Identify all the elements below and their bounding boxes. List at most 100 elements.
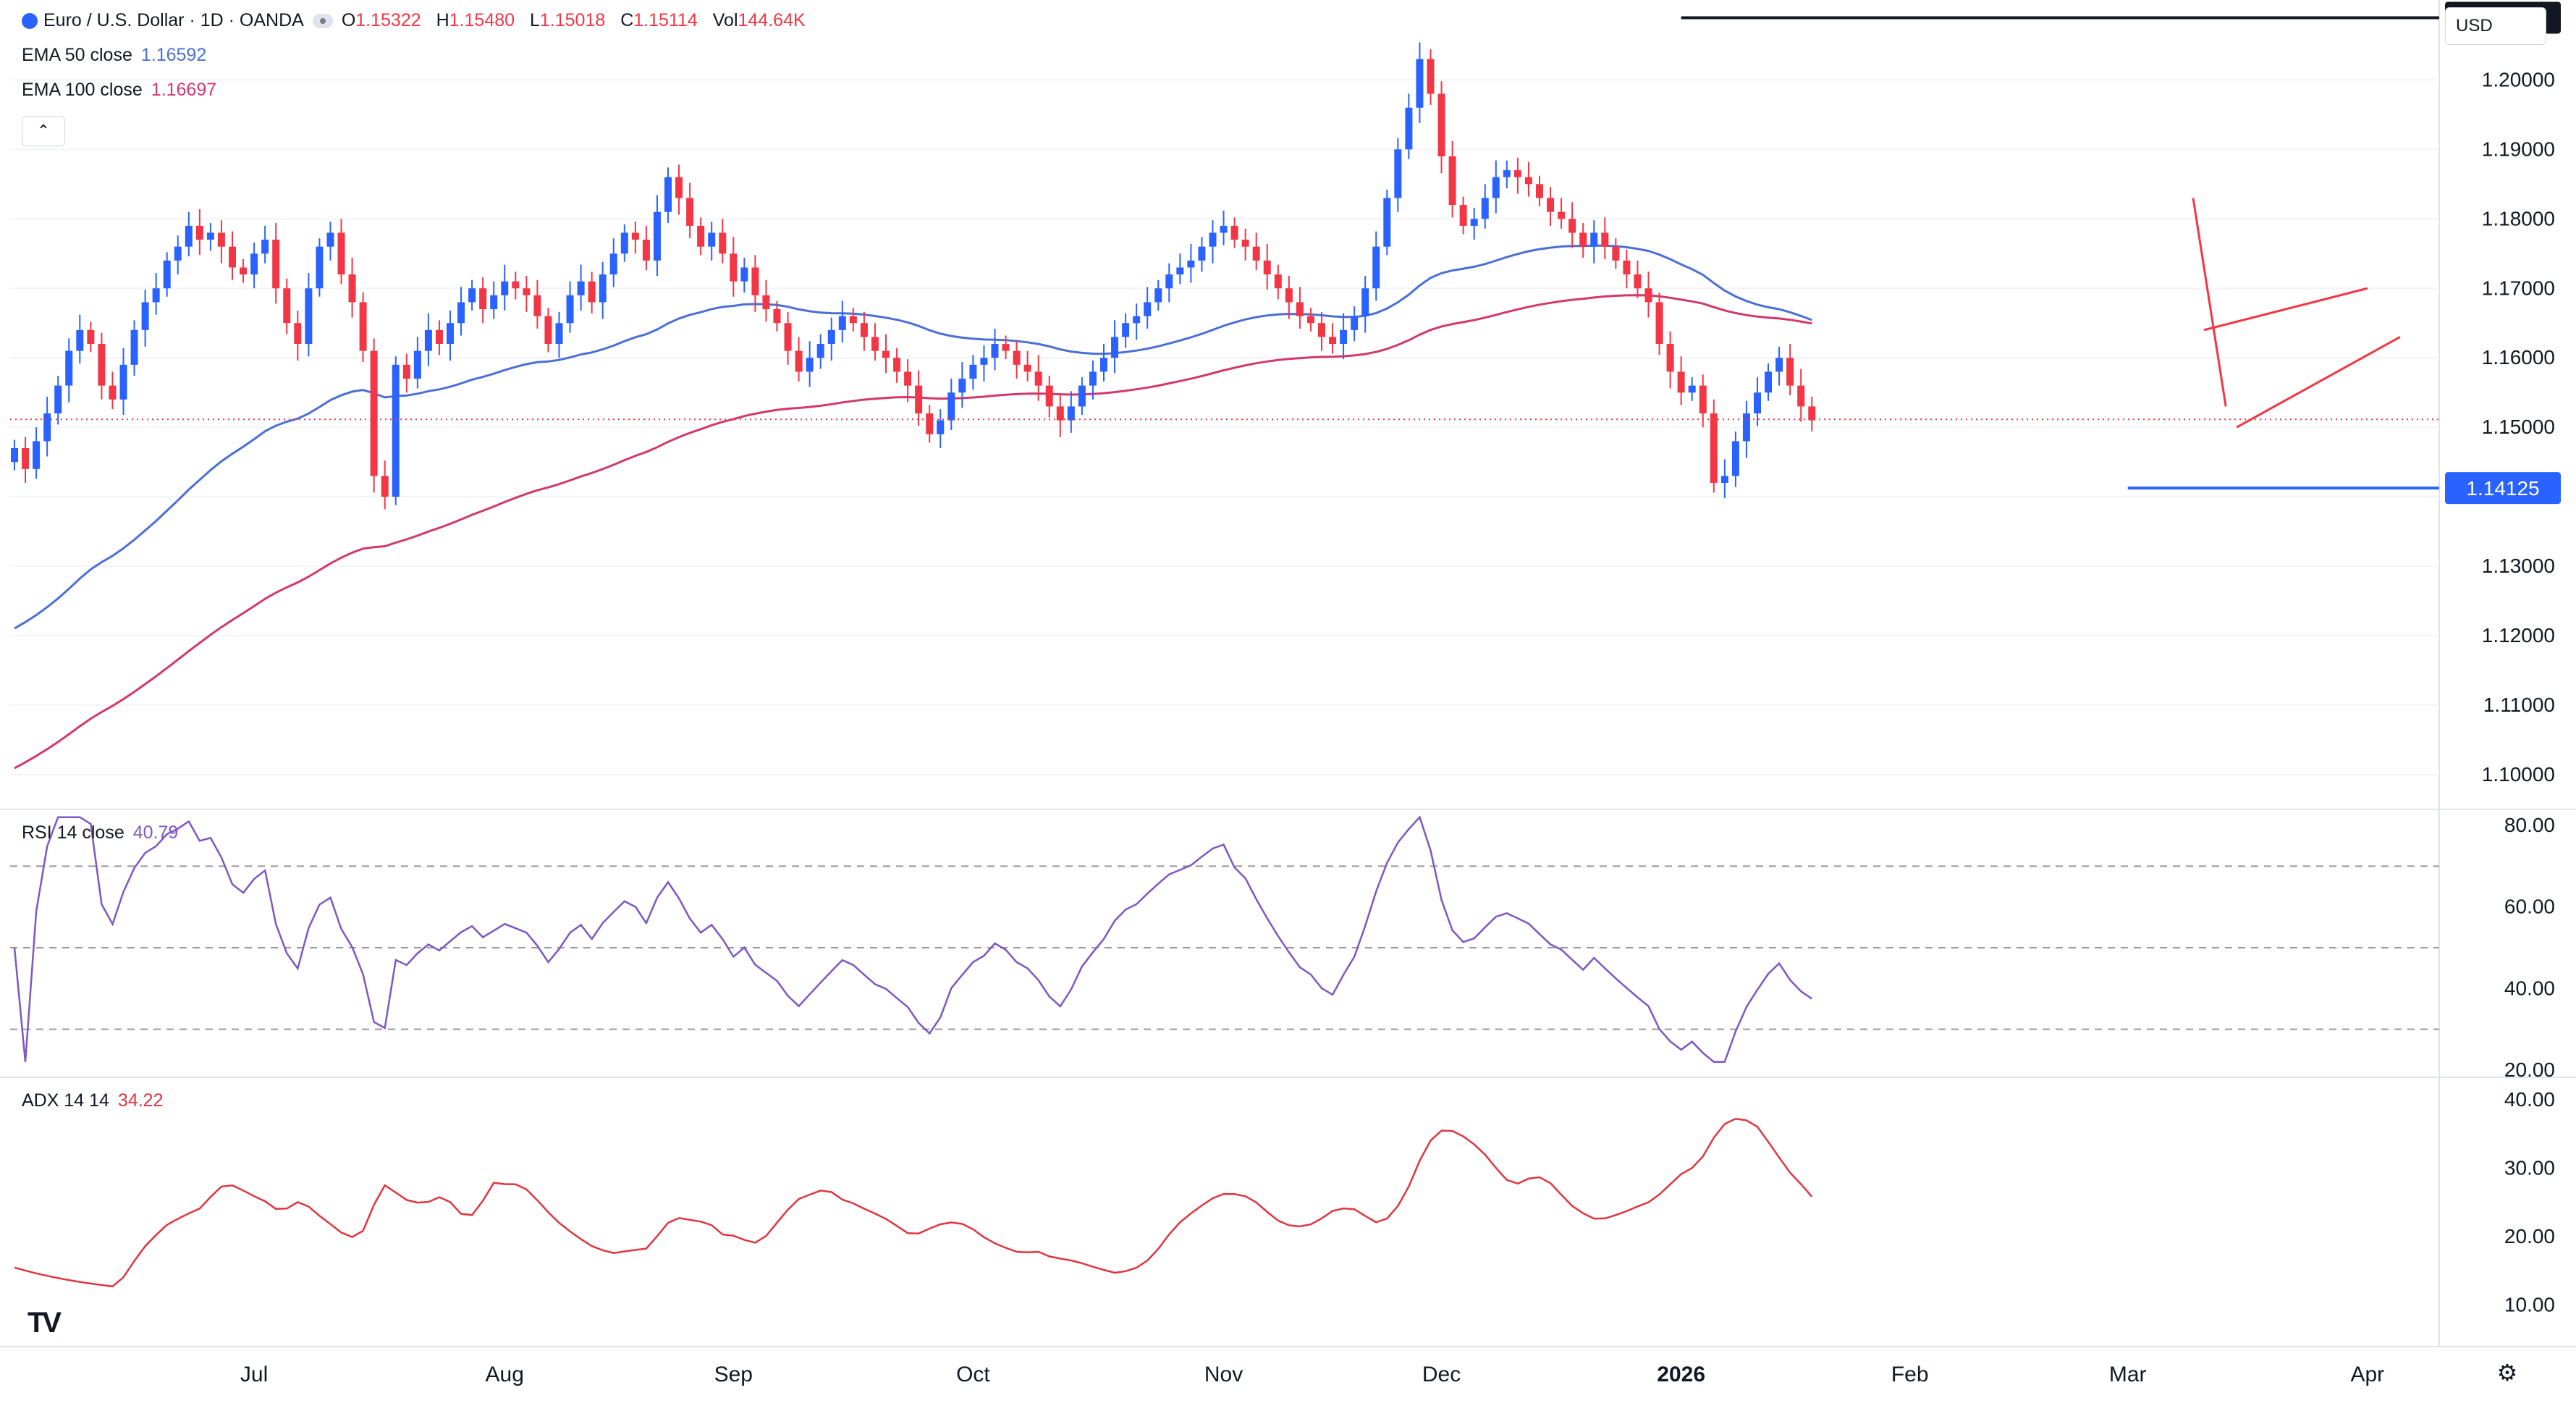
candle-body [838,316,846,330]
ema50-legend[interactable]: EMA 50 close 1.16592 [22,45,206,66]
symbol-title[interactable]: Euro / U.S. Dollar · 1D · OANDA [43,10,304,30]
candle-body [43,413,51,442]
candle-body [381,476,389,497]
candle-body [305,288,313,345]
adx-line [14,1118,1813,1288]
candle-body [599,274,607,303]
candle-body [1340,329,1348,345]
candle-body [1492,177,1500,198]
candle-body [566,295,574,324]
candle-body [1742,413,1750,442]
candle-body [1416,59,1424,108]
candle-body [773,309,781,324]
candle-body [1056,406,1064,421]
candle-body [392,364,400,497]
candle-body [642,240,650,261]
candle-body [11,447,18,463]
time-tick-label: Mar [2109,1363,2147,1386]
candle-body [860,323,868,337]
candle-body [1351,316,1359,330]
collapse-legend-button[interactable]: ⌃ [22,116,65,146]
candle-body [1524,177,1532,185]
candle-body [609,253,617,275]
candle-body [1285,288,1293,303]
candle-body [1568,219,1576,233]
candle-body [22,447,30,469]
candle-body [1503,170,1511,177]
candle-body [1133,316,1141,324]
tradingview-logo[interactable]: TV [28,1307,62,1339]
candle-body [730,253,738,282]
candle-body [1394,149,1402,198]
candle-body [980,358,988,365]
candle-body [217,232,225,247]
rsi-pane: 80.00 60.00 40.00 20.00 [10,814,2555,1081]
candle-body [1318,323,1325,337]
trend-line [2236,336,2401,429]
candle-body [871,337,879,351]
candle-body [109,385,117,400]
candle-body [795,350,803,372]
candle-body [1089,371,1097,386]
candle-body [664,177,672,212]
candle-body [424,329,432,351]
candle-body [926,413,934,434]
price-tick-label: 1.17000 [2482,277,2555,299]
currency-selector[interactable]: USD [2445,7,2546,45]
adx-legend[interactable]: ADX 14 14 34.22 [22,1090,163,1111]
candle-body [326,232,334,247]
ema50-value: 1.16592 [140,45,207,65]
high-label: H [436,10,449,30]
candle-body [229,246,236,268]
volume-value: 144.64K [738,10,806,30]
candle-body [512,281,520,289]
candle-body [1111,337,1119,358]
trend-line [2203,287,2368,332]
candle-body [1023,364,1031,372]
candle-body [402,364,410,379]
candle-body [1154,288,1162,303]
candle-body [1187,260,1195,268]
candle-body [1045,385,1053,407]
time-tick-label: Jul [240,1363,268,1386]
ema100-label: EMA 100 close [22,80,143,100]
gear-icon[interactable]: ⚙ [2496,1360,2518,1386]
candle-body [1699,385,1707,413]
visibility-toggle-icon[interactable] [312,13,333,28]
candle-body [163,260,171,289]
candle-body [937,420,945,434]
candle-body [174,246,182,261]
candle-body [413,350,421,379]
candle-body [1710,413,1718,483]
candle-body [1590,232,1598,247]
ema100-line [14,294,1812,770]
ema50-label: EMA 50 close [22,45,132,65]
candle-body [620,232,628,254]
candle-body [686,198,694,226]
rsi-legend[interactable]: RSI 14 close 40.79 [22,822,178,843]
candle-body [1034,371,1042,386]
candle-body [370,350,378,476]
candle-body [490,295,498,310]
candle-body [849,316,857,324]
price-tick-label: 1.18000 [2482,207,2555,230]
candle-body [1720,476,1728,483]
rsi-tick-label: 80.00 [2504,814,2555,836]
candle-body [283,288,291,324]
volume-label: Vol [712,10,738,30]
candle-body [240,267,248,275]
price-tick-label: 1.10000 [2482,763,2555,786]
candle-body [653,211,661,261]
candle-body [1513,170,1521,177]
candle-body [577,281,585,295]
ema100-legend[interactable]: EMA 100 close 1.16697 [22,80,216,101]
candle-body [98,344,106,386]
candle-body [1427,59,1435,94]
candle-body [915,385,923,413]
euro-flag-icon [22,12,38,29]
candle-body [435,329,443,345]
candle-body [1296,302,1304,316]
candle-body [272,240,280,289]
candle-body [1666,344,1674,372]
